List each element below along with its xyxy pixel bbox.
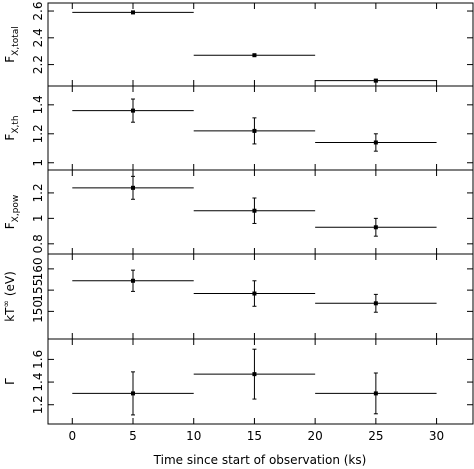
y-tick-label: 1.4 [31,95,45,114]
data-point [315,217,437,237]
x-tick-label: 25 [368,429,383,443]
data-point [72,98,194,123]
data-point [315,78,437,83]
panel-frame [47,253,474,340]
y-tick-label: 1 [31,215,45,223]
y-axis-label: FX,pow [3,195,21,230]
data-point [193,53,316,58]
point-marker [131,108,135,113]
y-axis-label: FX,th [3,115,21,140]
y-tick-label: 1.2 [31,395,45,414]
x-tick-label: 30 [429,429,444,443]
data-point [193,117,316,145]
y-tick-label: 1.2 [31,124,45,143]
panel-ftotal: 2.2 2.4 2.6 FX,total [3,1,474,87]
data-point [72,10,194,15]
data-point [193,197,316,224]
point-marker [373,78,378,83]
point-marker [131,391,135,396]
data-point [193,348,316,400]
point-marker [131,10,135,15]
panel-frame [47,85,474,171]
data-point [72,371,194,416]
x-tick-label: 5 [129,429,137,443]
y-tick-label: 1.6 [31,350,45,369]
point-marker [131,185,135,190]
panel-frame [47,338,474,425]
data-point [72,175,194,200]
y-tick-label: 2.6 [31,1,45,20]
y-tick-label: 1.2 [31,183,45,202]
y-tick-label: 160 [31,257,45,280]
x-axis-label: Time since start of observation (ks) [153,453,367,467]
point-marker [252,291,257,296]
point-marker [373,301,378,306]
y-tick-label: 155 [31,279,45,302]
data-point [315,133,437,152]
x-tick-label: 15 [247,429,262,443]
y-tick-label: 150 [31,300,45,323]
point-marker [252,128,257,133]
point-marker [252,208,257,213]
data-point [193,280,316,307]
x-tick-label: 10 [186,429,201,443]
panel-fth: 1 1.2 1.4 FX,th [3,85,474,171]
panel-fpow: 0.8 1 1.2 FX,pow [3,169,474,255]
y-tick-label: 1 [31,159,45,167]
y-tick-label: 0.8 [31,234,45,253]
point-marker [373,225,378,230]
panels-group: 2.2 2.4 2.6 FX,total 1 1.2 1.4 FX,th 0.8 1 1.2 FX,p… [2,1,474,443]
x-tick-label: 20 [308,429,323,443]
y-tick-label: 2.2 [31,55,45,74]
panel-frame [47,2,474,87]
y-tick-label: 2.4 [31,28,45,47]
y-axis-label: Γ [3,378,17,385]
y-axis-label: kT∞ (eV) [2,271,17,322]
point-marker [373,140,378,145]
panel-gamma: 1.2 1.4 1.6 Γ [3,338,474,425]
panel-frame [47,169,474,255]
x-tick-label: 0 [68,429,76,443]
y-tick-label: 1.4 [31,373,45,392]
point-marker [252,372,257,377]
data-point [72,269,194,292]
data-point [315,372,437,415]
point-marker [131,278,135,283]
point-marker [252,53,257,58]
y-axis-label: FX,total [3,26,21,63]
point-marker [373,391,378,396]
data-point [315,293,437,313]
